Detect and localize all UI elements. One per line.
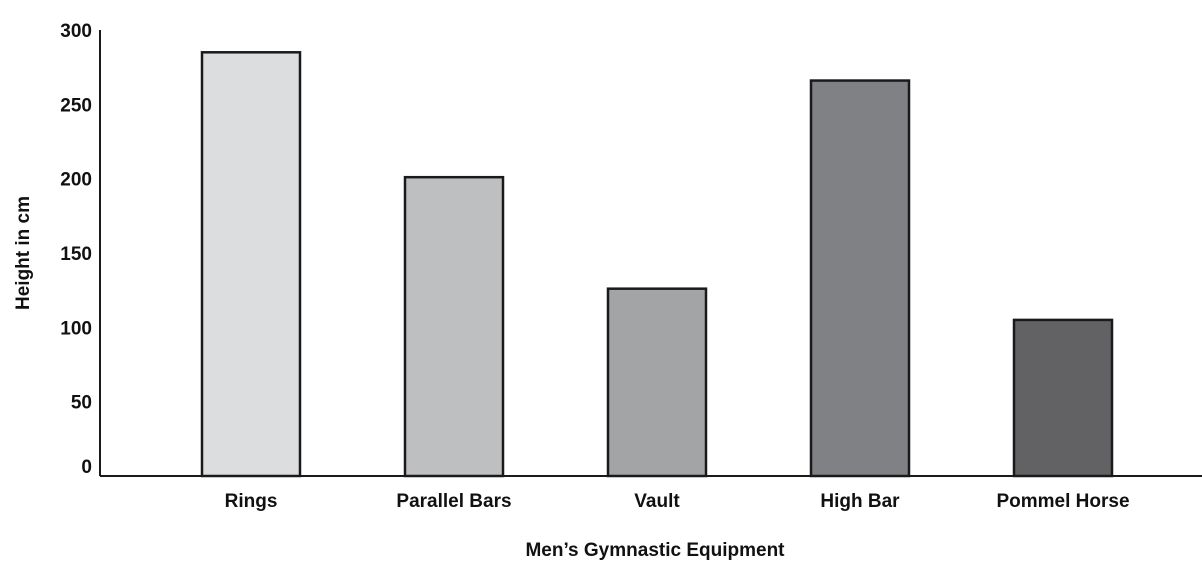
y-tick-label: 150 [60, 244, 92, 265]
y-tick-label: 100 [60, 318, 92, 339]
y-tick-label: 300 [60, 21, 92, 42]
x-tick-label: Parallel Bars [396, 491, 511, 512]
y-tick-label: 0 [81, 457, 92, 478]
x-tick-label: Pommel Horse [996, 491, 1129, 512]
y-tick-label: 200 [60, 170, 92, 191]
bars [200, 51, 1114, 478]
x-axis-labels: Rings Parallel Bars Vault High Bar Pommel Ho… [225, 491, 1130, 512]
y-axis-title: Height in cm [13, 196, 34, 310]
x-tick-label: Rings [225, 491, 278, 512]
bar [606, 287, 708, 478]
y-tick-label: 250 [60, 95, 92, 116]
x-tick-label: Vault [634, 491, 680, 512]
bar [403, 175, 505, 478]
bar [200, 51, 302, 478]
y-axis-ticks: 0 50 100 150 200 250 300 [60, 21, 92, 478]
x-axis-title: Men’s Gymnastic Equipment [525, 540, 785, 561]
y-tick-label: 50 [71, 393, 92, 414]
bar [1012, 318, 1114, 478]
x-tick-label: High Bar [820, 491, 900, 512]
bar [809, 79, 911, 478]
